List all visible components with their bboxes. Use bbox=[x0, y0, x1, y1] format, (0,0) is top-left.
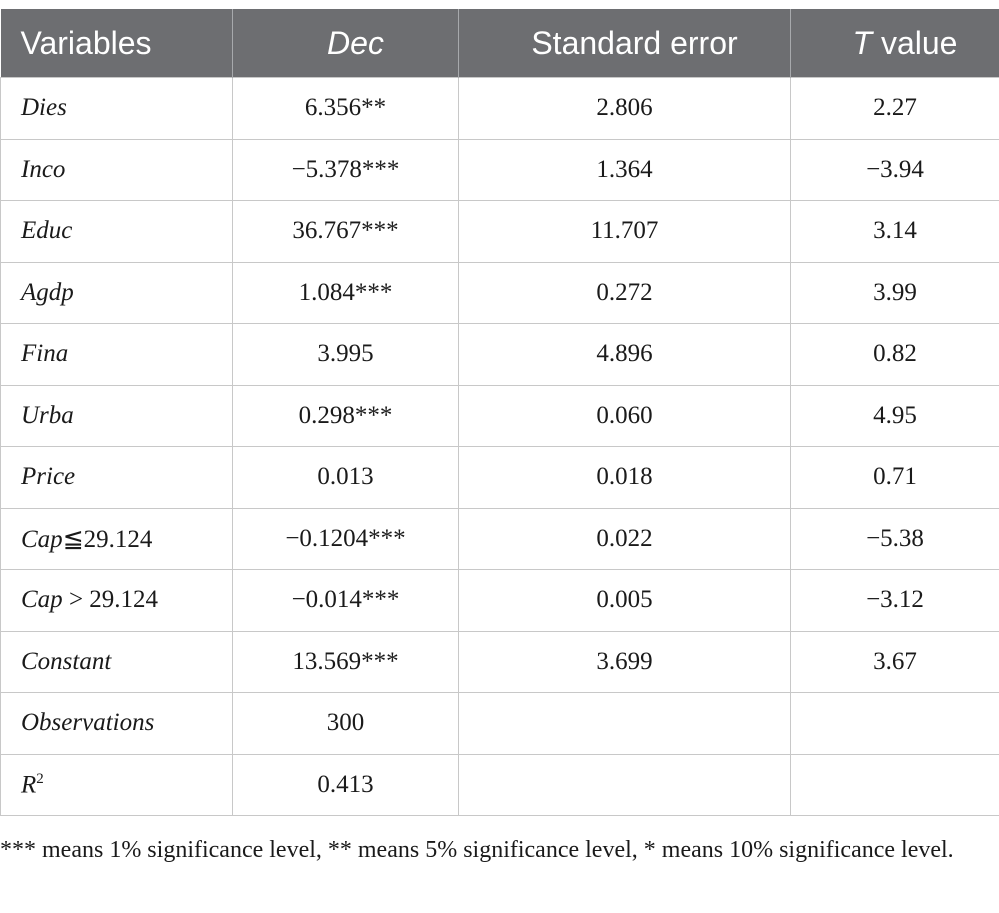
row-dec: −0.1204*** bbox=[232, 507, 459, 570]
table-row: Inco −5.378*** 1.364 −3.94 bbox=[0, 138, 999, 201]
row-standard-error: 0.022 bbox=[458, 507, 791, 570]
row-dec: 0.413 bbox=[232, 753, 459, 816]
row-standard-error: 0.018 bbox=[458, 446, 791, 509]
row-dec: 0.013 bbox=[232, 446, 459, 509]
row-variable: Urba bbox=[0, 384, 233, 447]
row-standard-error: 0.272 bbox=[458, 261, 791, 324]
row-t-value: 4.95 bbox=[790, 384, 999, 447]
table-row: Constant 13.569*** 3.699 3.67 bbox=[0, 630, 999, 693]
variable-name: R bbox=[21, 770, 37, 798]
row-dec: 3.995 bbox=[232, 323, 459, 386]
row-variable: Cap > 29.124 bbox=[0, 569, 233, 632]
row-dec: 0.298*** bbox=[232, 384, 459, 447]
row-t-value: 2.27 bbox=[790, 77, 999, 140]
table-row: Urba 0.298*** 0.060 4.95 bbox=[0, 384, 999, 447]
header-t-value: T value bbox=[790, 9, 999, 78]
row-variable: Cap≦29.124 bbox=[0, 507, 233, 570]
row-standard-error: 11.707 bbox=[458, 200, 791, 263]
row-variable: Fina bbox=[0, 323, 233, 386]
row-dec: 1.084*** bbox=[232, 261, 459, 324]
row-t-value: 0.71 bbox=[790, 446, 999, 509]
table-row: Fina 3.995 4.896 0.82 bbox=[0, 323, 999, 386]
variable-superscript: 2 bbox=[36, 770, 44, 787]
header-variables: Variables bbox=[0, 9, 233, 78]
row-t-value: 0.82 bbox=[790, 323, 999, 386]
row-variable: Constant bbox=[0, 630, 233, 693]
row-variable: Dies bbox=[0, 77, 233, 140]
variable-name: Cap bbox=[21, 586, 63, 614]
row-standard-error bbox=[458, 753, 791, 816]
row-dec: 300 bbox=[232, 692, 459, 755]
header-row: Variables Dec Standard error T value bbox=[0, 9, 999, 78]
row-standard-error: 2.806 bbox=[458, 77, 791, 140]
row-t-value bbox=[790, 692, 999, 755]
table-row: Educ 36.767*** 11.707 3.14 bbox=[0, 200, 999, 263]
row-t-value: −3.12 bbox=[790, 569, 999, 632]
table-row: Dies 6.356** 2.806 2.27 bbox=[0, 77, 999, 140]
row-variable: Educ bbox=[0, 200, 233, 263]
table-row: Cap≦29.124 −0.1204*** 0.022 −5.38 bbox=[0, 507, 999, 570]
row-t-value bbox=[790, 753, 999, 816]
row-standard-error: 1.364 bbox=[458, 138, 791, 201]
row-dec: 13.569*** bbox=[232, 630, 459, 693]
header-value-word: value bbox=[872, 24, 958, 61]
table-footnote: *** means 1% significance level, ** mean… bbox=[0, 837, 954, 863]
variable-name: Cap bbox=[21, 525, 63, 553]
row-dec: 6.356** bbox=[232, 77, 459, 140]
row-standard-error: 3.699 bbox=[458, 630, 791, 693]
row-variable: Inco bbox=[0, 138, 233, 201]
row-standard-error: 0.005 bbox=[458, 569, 791, 632]
table-row: Observations 300 bbox=[0, 692, 999, 755]
row-t-value: 3.99 bbox=[790, 261, 999, 324]
row-variable: Price bbox=[0, 446, 233, 509]
row-t-value: −3.94 bbox=[790, 138, 999, 201]
header-dec: Dec bbox=[232, 9, 459, 78]
variable-threshold: ≦29.124 bbox=[62, 525, 153, 553]
variable-threshold: > 29.124 bbox=[62, 586, 159, 614]
row-standard-error bbox=[458, 692, 791, 755]
table-row: Price 0.013 0.018 0.71 bbox=[0, 446, 999, 509]
header-standard-error: Standard error bbox=[458, 9, 791, 78]
regression-table: Variables Dec Standard error T value Die… bbox=[0, 9, 999, 816]
row-variable: R2 bbox=[0, 753, 233, 816]
row-standard-error: 4.896 bbox=[458, 323, 791, 386]
table-row: Cap > 29.124 −0.014*** 0.005 −3.12 bbox=[0, 569, 999, 632]
row-dec: −5.378*** bbox=[232, 138, 459, 201]
header-t-letter: T bbox=[852, 24, 873, 61]
row-t-value: 3.67 bbox=[790, 630, 999, 693]
table-row: R2 0.413 bbox=[0, 753, 999, 816]
row-variable: Agdp bbox=[0, 261, 233, 324]
row-variable: Observations bbox=[0, 692, 233, 755]
row-standard-error: 0.060 bbox=[458, 384, 791, 447]
row-dec: −0.014*** bbox=[232, 569, 459, 632]
table-row: Agdp 1.084*** 0.272 3.99 bbox=[0, 261, 999, 324]
row-t-value: 3.14 bbox=[790, 200, 999, 263]
row-t-value: −5.38 bbox=[790, 507, 999, 570]
row-dec: 36.767*** bbox=[232, 200, 459, 263]
